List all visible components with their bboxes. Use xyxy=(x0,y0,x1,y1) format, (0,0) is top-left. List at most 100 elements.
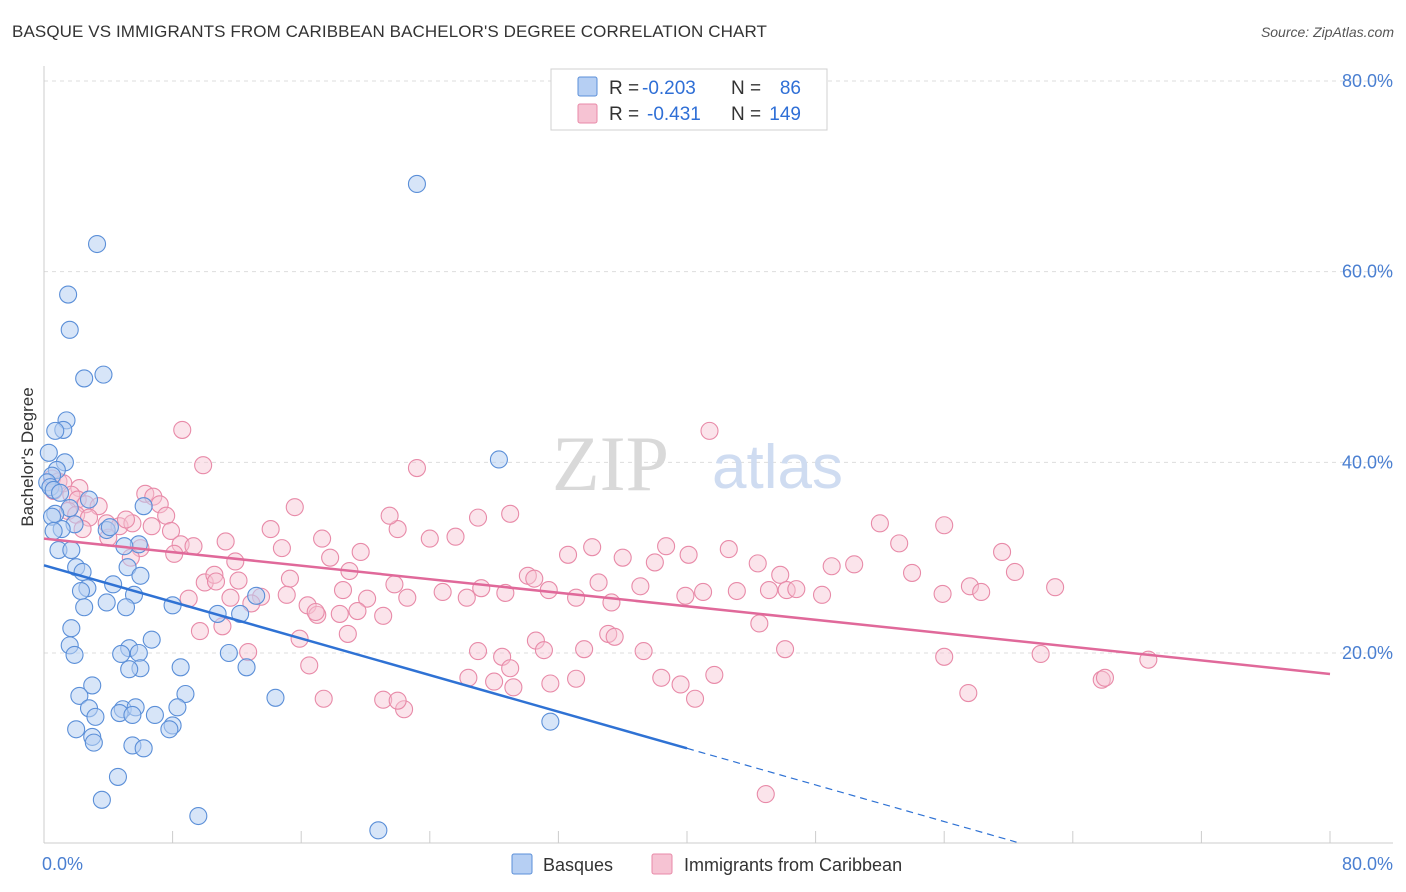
caribbean-point xyxy=(671,675,690,694)
caribbean-point xyxy=(272,539,291,558)
basques-point xyxy=(44,521,63,541)
caribbean-point xyxy=(457,588,476,607)
basques-point xyxy=(120,660,139,679)
caribbean-point xyxy=(433,582,452,602)
caribbean-point xyxy=(388,520,407,539)
chart-title: BASQUE VS IMMIGRANTS FROM CARIBBEAN BACH… xyxy=(12,22,767,41)
caribbean-point xyxy=(161,521,181,541)
caribbean-point xyxy=(575,640,594,659)
caribbean-point xyxy=(700,421,719,440)
caribbean-point xyxy=(631,577,650,596)
caribbean-point xyxy=(321,548,340,567)
legend-swatch-caribbean xyxy=(577,103,598,124)
y-tick-label: 20.0% xyxy=(1342,643,1393,663)
caribbean-point xyxy=(541,674,560,693)
legend-n-label: N = xyxy=(731,104,761,125)
caribbean-point xyxy=(759,581,779,600)
legend-n-label: N = xyxy=(731,78,761,99)
caribbean-point xyxy=(525,569,544,588)
legend-r-label: R = xyxy=(609,104,639,125)
caribbean-point xyxy=(748,554,767,573)
caribbean-point xyxy=(501,659,520,678)
caribbean-point xyxy=(300,656,319,675)
caribbean-point xyxy=(407,459,426,478)
caribbean-point xyxy=(567,669,586,688)
caribbean-point xyxy=(845,555,864,574)
basques-point xyxy=(142,630,161,649)
basques-point xyxy=(39,443,58,462)
basques-point xyxy=(237,658,256,677)
series-legend: Basques Immigrants from Caribbean xyxy=(511,853,902,875)
watermark-zip: ZIP xyxy=(552,420,669,507)
caribbean-point xyxy=(280,569,299,588)
basques-point xyxy=(108,767,127,786)
caribbean-point xyxy=(771,565,790,584)
basques-point xyxy=(79,490,99,509)
caribbean-point xyxy=(216,532,235,551)
caribbean-point xyxy=(645,553,664,572)
basques-point xyxy=(266,688,285,707)
caribbean-point xyxy=(676,586,695,605)
caribbean-point xyxy=(727,581,746,601)
basques-point xyxy=(145,705,164,725)
caribbean-point xyxy=(685,689,705,708)
caribbean-point xyxy=(787,580,806,599)
watermark-atlas: atlas xyxy=(712,433,843,502)
caribbean-point xyxy=(605,627,624,646)
basques-point xyxy=(160,720,179,739)
caribbean-point xyxy=(902,563,922,582)
basques-point xyxy=(70,686,89,705)
caribbean-point xyxy=(657,537,676,556)
caribbean-point xyxy=(719,540,738,559)
caribbean-point xyxy=(972,582,991,602)
y-tick-label: 60.0% xyxy=(1342,262,1393,282)
bottom-legend-swatch-caribbean xyxy=(651,853,673,875)
caribbean-point xyxy=(822,557,841,576)
caribbean-point xyxy=(338,624,357,643)
caribbean-point xyxy=(501,504,520,523)
caribbean-point xyxy=(116,510,136,529)
caribbean-point xyxy=(446,527,465,546)
caribbean-point xyxy=(330,604,349,623)
caribbean-point xyxy=(285,498,304,517)
caribbean-point xyxy=(358,589,377,608)
basques-point xyxy=(86,707,105,726)
watermark: ZIP atlas xyxy=(552,420,843,507)
caribbean-points xyxy=(42,420,1158,804)
legend-n-value-basques: 86 xyxy=(780,78,801,99)
caribbean-point xyxy=(960,577,979,596)
legend-r-value-basques: -0.203 xyxy=(642,78,696,99)
caribbean-point xyxy=(583,538,602,557)
caribbean-point xyxy=(534,641,553,660)
basques-point xyxy=(131,566,150,585)
caribbean-point xyxy=(221,588,240,607)
grid-lines xyxy=(44,80,1393,654)
basques-point xyxy=(123,705,142,725)
caribbean-point xyxy=(935,516,954,535)
caribbean-point xyxy=(157,506,176,525)
caribbean-point xyxy=(374,606,393,625)
x-tick-label-max: 80.0% xyxy=(1342,854,1393,874)
caribbean-point xyxy=(1031,644,1050,664)
basques-point xyxy=(171,658,190,677)
basques-point xyxy=(129,643,148,663)
caribbean-point xyxy=(173,420,192,439)
basques-point xyxy=(75,598,94,617)
caribbean-point xyxy=(314,689,333,708)
basques-point xyxy=(87,234,107,254)
caribbean-point xyxy=(194,456,213,475)
caribbean-point xyxy=(694,582,713,602)
correlation-legend: R = -0.203 N = 86 R = -0.431 N = 149 xyxy=(550,68,828,131)
caribbean-point xyxy=(504,678,523,697)
caribbean-point xyxy=(398,588,417,607)
caribbean-point xyxy=(190,622,209,641)
caribbean-point xyxy=(206,572,226,591)
caribbean-point xyxy=(679,545,698,564)
legend-n-value-caribbean: 149 xyxy=(769,104,801,125)
basques-point xyxy=(369,821,388,840)
caribbean-point xyxy=(468,508,488,527)
caribbean-point xyxy=(756,785,775,804)
basques-point xyxy=(112,644,131,664)
caribbean-point xyxy=(959,683,978,703)
caribbean-trend-line xyxy=(43,537,1331,676)
